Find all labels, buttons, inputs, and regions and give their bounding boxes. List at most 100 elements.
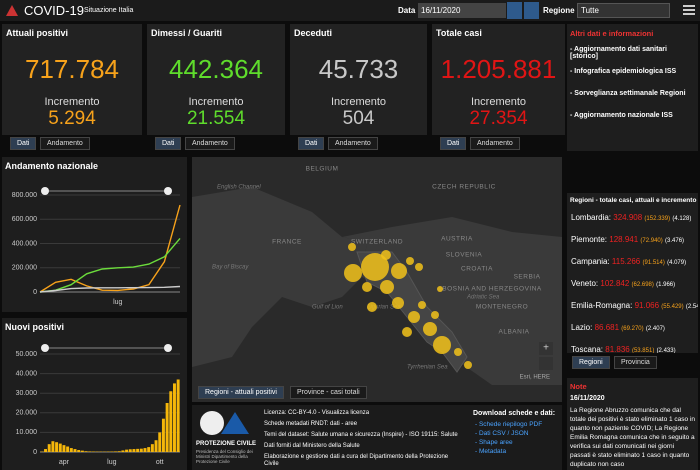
download-link[interactable]: - Schede riepilogo PDF	[475, 421, 543, 428]
y-tick-label: 0	[33, 449, 37, 456]
line-series	[39, 237, 181, 293]
logo-subtitle: Presidenza del Consiglio dei Ministri Di…	[196, 449, 253, 464]
footer-panel: PROTEZIONE CIVILE Presidenza del Consigl…	[192, 405, 562, 470]
map-label: CZECH REPUBLIC	[432, 184, 496, 191]
app-title: COVID-19	[24, 3, 84, 18]
tab[interactable]: Dati	[10, 137, 37, 150]
chart-title: Nuovi positivi	[5, 322, 65, 332]
map[interactable]: BELGIUM CZECH REPUBLIC FRANCE SWITZERLAND AU…	[192, 157, 562, 385]
date-input[interactable]: 16/11/2020	[418, 3, 506, 18]
regions-tab[interactable]: Provincia	[614, 356, 657, 369]
region-select[interactable]: Tutte	[577, 3, 670, 18]
map-label: ALBANIA	[499, 329, 530, 336]
chart-panel: Andamento nazionale 0 200.000 400.000 600.0…	[2, 157, 187, 312]
logo	[200, 411, 249, 435]
card-value: 717.784	[25, 54, 119, 84]
sea-label: Ligurian Sea	[367, 305, 401, 311]
bar	[136, 448, 140, 452]
tab[interactable]: Andamento	[40, 137, 90, 150]
attribution: Esri, HERE	[520, 375, 550, 381]
region-increment: (4.079)	[667, 260, 687, 266]
map-label: AUSTRIA	[441, 236, 473, 243]
region-increment: (1.966)	[656, 282, 676, 288]
bar	[176, 379, 180, 452]
notes-text: La Regione Abruzzo comunica che dal tota…	[570, 407, 696, 468]
y-tick-label: 30.000	[16, 390, 38, 397]
sea-label: Gulf of Lion	[312, 305, 343, 311]
zoom-out[interactable]	[539, 357, 553, 370]
info-link[interactable]: - Infografica epidemiologica ISS	[570, 68, 677, 75]
info-link[interactable]: - Aggiornamento nazionale ISS	[570, 112, 673, 119]
footer-line: Dati forniti dal Ministero della Salute	[264, 443, 360, 449]
region-row: Veneto: 102.842 (62.698) (1.966)	[571, 279, 675, 288]
region-row: Emilia-Romagna: 91.066 (55.429) (2.547)	[571, 301, 698, 310]
card-title: Dimessi / Guariti	[151, 28, 223, 38]
download-link[interactable]: - Metadata	[475, 448, 507, 455]
zoom-in[interactable]	[539, 342, 553, 355]
tab[interactable]: Dati	[440, 137, 467, 150]
increment-label: Incremento	[44, 96, 100, 108]
tab[interactable]: Andamento	[185, 137, 235, 150]
chart: 0 200.000 400.000 600.000 800.000 lug	[12, 187, 181, 306]
download-link[interactable]: - Shape aree	[475, 439, 513, 446]
bar	[58, 443, 62, 452]
slider-handle	[41, 187, 49, 195]
app-subtitle: Situazione Italia	[84, 7, 134, 14]
map-label: SLOVENIA	[446, 252, 483, 259]
kpi-card: Attuali positivi 717.784 Incremento 5.294	[2, 24, 142, 135]
region-row: Lombardia: 324.908 (152.339) (4.128)	[571, 213, 691, 222]
bar	[154, 440, 158, 452]
region-row: Campania: 115.266 (91.514) (4.079)	[571, 257, 686, 266]
card-value: 45.733	[318, 54, 399, 84]
region-increment: (3.476)	[665, 238, 685, 244]
bar	[73, 449, 77, 452]
chart-panel: Nuovi positivi 0 10.000 20.000 30.000 40.000…	[2, 318, 187, 470]
slider-handle	[164, 344, 172, 352]
card-title: Totale casi	[436, 28, 482, 38]
card-title: Attuali positivi	[6, 28, 69, 38]
region-increment: (2.407)	[645, 326, 665, 332]
y-tick-label: 10.000	[16, 429, 38, 436]
tab[interactable]: Dati	[155, 137, 182, 150]
zoom-icon: +	[543, 343, 549, 354]
clock-button[interactable]	[524, 2, 539, 19]
bar	[114, 451, 117, 452]
map-tab[interactable]: Regioni - attuali positivi	[198, 386, 284, 399]
date-label: Data	[398, 6, 416, 15]
card-value: 442.364	[169, 54, 263, 84]
tab[interactable]: Andamento	[328, 137, 378, 150]
map-tab[interactable]: Province - casi totali	[290, 386, 367, 399]
region-active: (69.270)	[621, 326, 644, 332]
x-tick-label: lug	[113, 299, 122, 306]
regions-tab[interactable]: Regioni	[572, 356, 610, 369]
bar	[47, 444, 51, 452]
x-tick-label: ott	[156, 459, 164, 466]
menu-button[interactable]	[683, 4, 695, 16]
tab[interactable]: Dati	[298, 137, 325, 150]
download-link[interactable]: - Dati CSV / JSON	[475, 430, 529, 437]
notes-date: 16/11/2020	[570, 395, 605, 402]
bar	[121, 450, 125, 452]
bar	[88, 451, 92, 452]
tab[interactable]: Andamento	[470, 137, 520, 150]
region-total: 115.266	[611, 257, 641, 266]
increment-value: 5.294	[48, 108, 96, 129]
calendar-button[interactable]	[507, 2, 522, 19]
x-tick-label: lug	[107, 459, 116, 466]
regions-panel: Regioni - totale casi, attuali e increme…	[567, 193, 698, 353]
regions-title: Regioni - totale casi, attuali e increme…	[570, 197, 697, 204]
bar	[150, 444, 154, 452]
notes-title: Note	[570, 382, 587, 391]
region-increment: (4.128)	[672, 216, 692, 222]
info-link[interactable]: - Sorveglianza settimanale Regioni	[570, 90, 686, 97]
increment-value: 504	[342, 108, 375, 129]
info-link[interactable]: - Aggiornamento dati sanitari [storico]	[570, 46, 667, 60]
y-tick-label: 0	[33, 289, 37, 296]
region-total: 81.836	[605, 345, 630, 353]
region-name: Lazio:	[571, 323, 593, 332]
increment-label: Incremento	[470, 96, 527, 108]
bar	[165, 403, 169, 452]
kpi-card: Deceduti 45.733 Incremento 504	[290, 24, 427, 135]
region-name: Veneto:	[571, 279, 599, 288]
download-title: Download schede e dati:	[473, 410, 556, 417]
